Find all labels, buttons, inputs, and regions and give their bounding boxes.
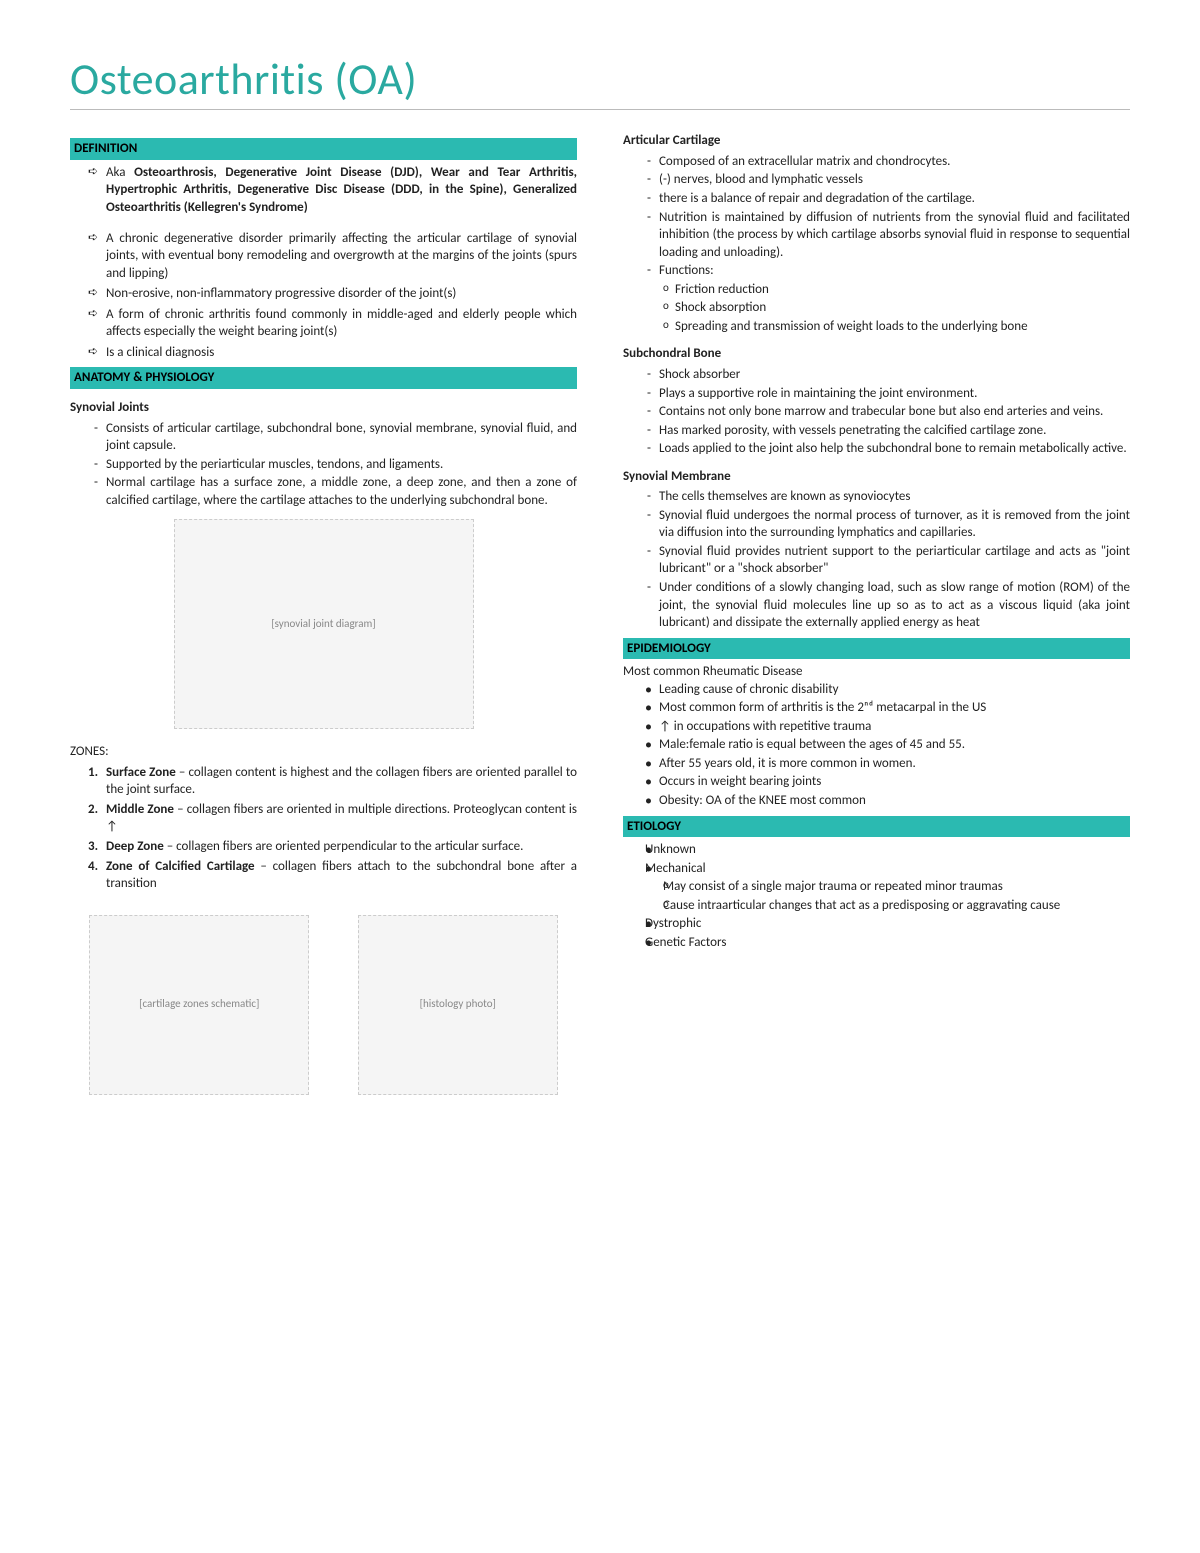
synmem-head: Synovial Membrane [623, 468, 1130, 486]
sub-item: Loads applied to the joint also help the… [623, 440, 1130, 458]
sm-item: Synovial fluid undergoes the normal proc… [623, 507, 1130, 542]
zone-text: – collagen fibers are oriented in multip… [106, 802, 577, 835]
epi-item: Male:female ratio is equal between the a… [623, 736, 1130, 754]
synmem-items: The cells themselves are known as synovi… [623, 488, 1130, 631]
epi-items: Leading cause of chronic disability Most… [623, 681, 1130, 810]
etio-sub-item: Cause intraarticular changes that act as… [623, 897, 1130, 915]
fn-item: Friction reduction [623, 281, 1130, 299]
zone-name: Middle Zone [106, 802, 174, 817]
zone-item: Deep Zone – collagen fibers are oriented… [70, 838, 577, 856]
art-item: there is a balance of repair and degrada… [623, 190, 1130, 208]
sub-item: Plays a supportive role in maintaining t… [623, 385, 1130, 403]
synovial-items: Consists of articular cartilage, subchon… [70, 420, 577, 510]
epi-item: ↑ in occupations with repetitive trauma [623, 718, 1130, 736]
etio-item: Unknown [623, 841, 1130, 859]
articular-items: Composed of an extracellular matrix and … [623, 153, 1130, 280]
zone-text: – collagen content is highest and the co… [106, 765, 577, 798]
def-item: A form of chronic arthritis found common… [70, 306, 577, 341]
epi-item: Leading cause of chronic disability [623, 681, 1130, 699]
def-item: Non-erosive, non-inflammatory progressiv… [70, 285, 577, 303]
etio-item: Mechanical [623, 860, 1130, 878]
zones-schematic-placeholder: [cartilage zones schematic] [89, 915, 309, 1095]
zones-histology-placeholder: [histology photo] [358, 915, 558, 1095]
zone-name: Surface Zone [106, 765, 176, 780]
sm-item: The cells themselves are known as synovi… [623, 488, 1130, 506]
epi-item: After 55 years old, it is more common in… [623, 755, 1130, 773]
sm-item: Synovial fluid provides nutrient support… [623, 543, 1130, 578]
etio-item: Genetic Factors [623, 934, 1130, 952]
epi-item: Obesity: OA of the KNEE most common [623, 792, 1130, 810]
zone-name: Zone of Calcified Cartilage [106, 859, 255, 874]
zones-images-row: [cartilage zones schematic] [histology p… [70, 905, 577, 1105]
sub-item: Has marked porosity, with vessels penetr… [623, 422, 1130, 440]
etio-items-after: Dystrophic Genetic Factors [623, 915, 1130, 951]
definition-items: A chronic degenerative disorder primaril… [70, 230, 577, 362]
joint-diagram-placeholder: [synovial joint diagram] [174, 519, 474, 729]
zones-head: ZONES: [70, 743, 577, 761]
zone-text: – collagen fibers are oriented perpendic… [164, 839, 524, 854]
synovial-joints-head: Synovial Joints [70, 399, 577, 417]
etio-items: Unknown Mechanical [623, 841, 1130, 877]
fn-item: Shock absorption [623, 299, 1130, 317]
etio-mech-sub: May consist of a single major trauma or … [623, 878, 1130, 914]
etio-item: Dystrophic [623, 915, 1130, 933]
definition-aka: Aka Osteoarthrosis, Degenerative Joint D… [70, 164, 577, 217]
art-item: (-) nerves, blood and lymphatic vessels [623, 171, 1130, 189]
art-item: Composed of an extracellular matrix and … [623, 153, 1130, 171]
right-column: Articular Cartilage Composed of an extra… [623, 132, 1130, 1104]
aka-prefix: Aka [106, 165, 134, 180]
page-title: Osteoarthritis (OA) [70, 50, 1130, 110]
def-item: A chronic degenerative disorder primaril… [70, 230, 577, 283]
definition-header: DEFINITION [70, 138, 577, 160]
epidemiology-header: EPIDEMIOLOGY [623, 638, 1130, 660]
def-item: Is a clinical diagnosis [70, 344, 577, 362]
definition-list: Aka Osteoarthrosis, Degenerative Joint D… [70, 164, 577, 217]
zone-item: Surface Zone – collagen content is highe… [70, 764, 577, 799]
anatomy-header: ANATOMY & PHYSIOLOGY [70, 367, 577, 389]
fn-item: Spreading and transmission of weight loa… [623, 318, 1130, 336]
articular-functions: Friction reduction Shock absorption Spre… [623, 281, 1130, 336]
subchondral-head: Subchondral Bone [623, 345, 1130, 363]
art-item: Functions: [623, 262, 1130, 280]
epi-item: Most common form of arthritis is the 2ⁿᵈ… [623, 699, 1130, 717]
syn-item: Normal cartilage has a surface zone, a m… [70, 474, 577, 509]
syn-item: Consists of articular cartilage, subchon… [70, 420, 577, 455]
left-column: DEFINITION Aka Osteoarthrosis, Degenerat… [70, 132, 577, 1104]
sm-item: Under conditions of a slowly changing lo… [623, 579, 1130, 632]
epi-item: Occurs in weight bearing joints [623, 773, 1130, 791]
etio-sub-item: May consist of a single major trauma or … [623, 878, 1130, 896]
zones-list: Surface Zone – collagen content is highe… [70, 764, 577, 893]
art-item: Nutrition is maintained by diffusion of … [623, 209, 1130, 262]
zone-name: Deep Zone [106, 839, 164, 854]
subchondral-items: Shock absorber Plays a supportive role i… [623, 366, 1130, 458]
zone-item: Zone of Calcified Cartilage – collagen f… [70, 858, 577, 893]
epi-lead: Most common Rheumatic Disease [623, 663, 1130, 681]
sub-item: Contains not only bone marrow and trabec… [623, 403, 1130, 421]
articular-head: Articular Cartilage [623, 132, 1130, 150]
sub-item: Shock absorber [623, 366, 1130, 384]
aka-bold: Osteoarthrosis, Degenerative Joint Disea… [106, 165, 577, 215]
syn-item: Supported by the periarticular muscles, … [70, 456, 577, 474]
content-grid: DEFINITION Aka Osteoarthrosis, Degenerat… [70, 132, 1130, 1104]
zone-item: Middle Zone – collagen fibers are orient… [70, 801, 577, 836]
etiology-header: ETIOLOGY [623, 816, 1130, 838]
